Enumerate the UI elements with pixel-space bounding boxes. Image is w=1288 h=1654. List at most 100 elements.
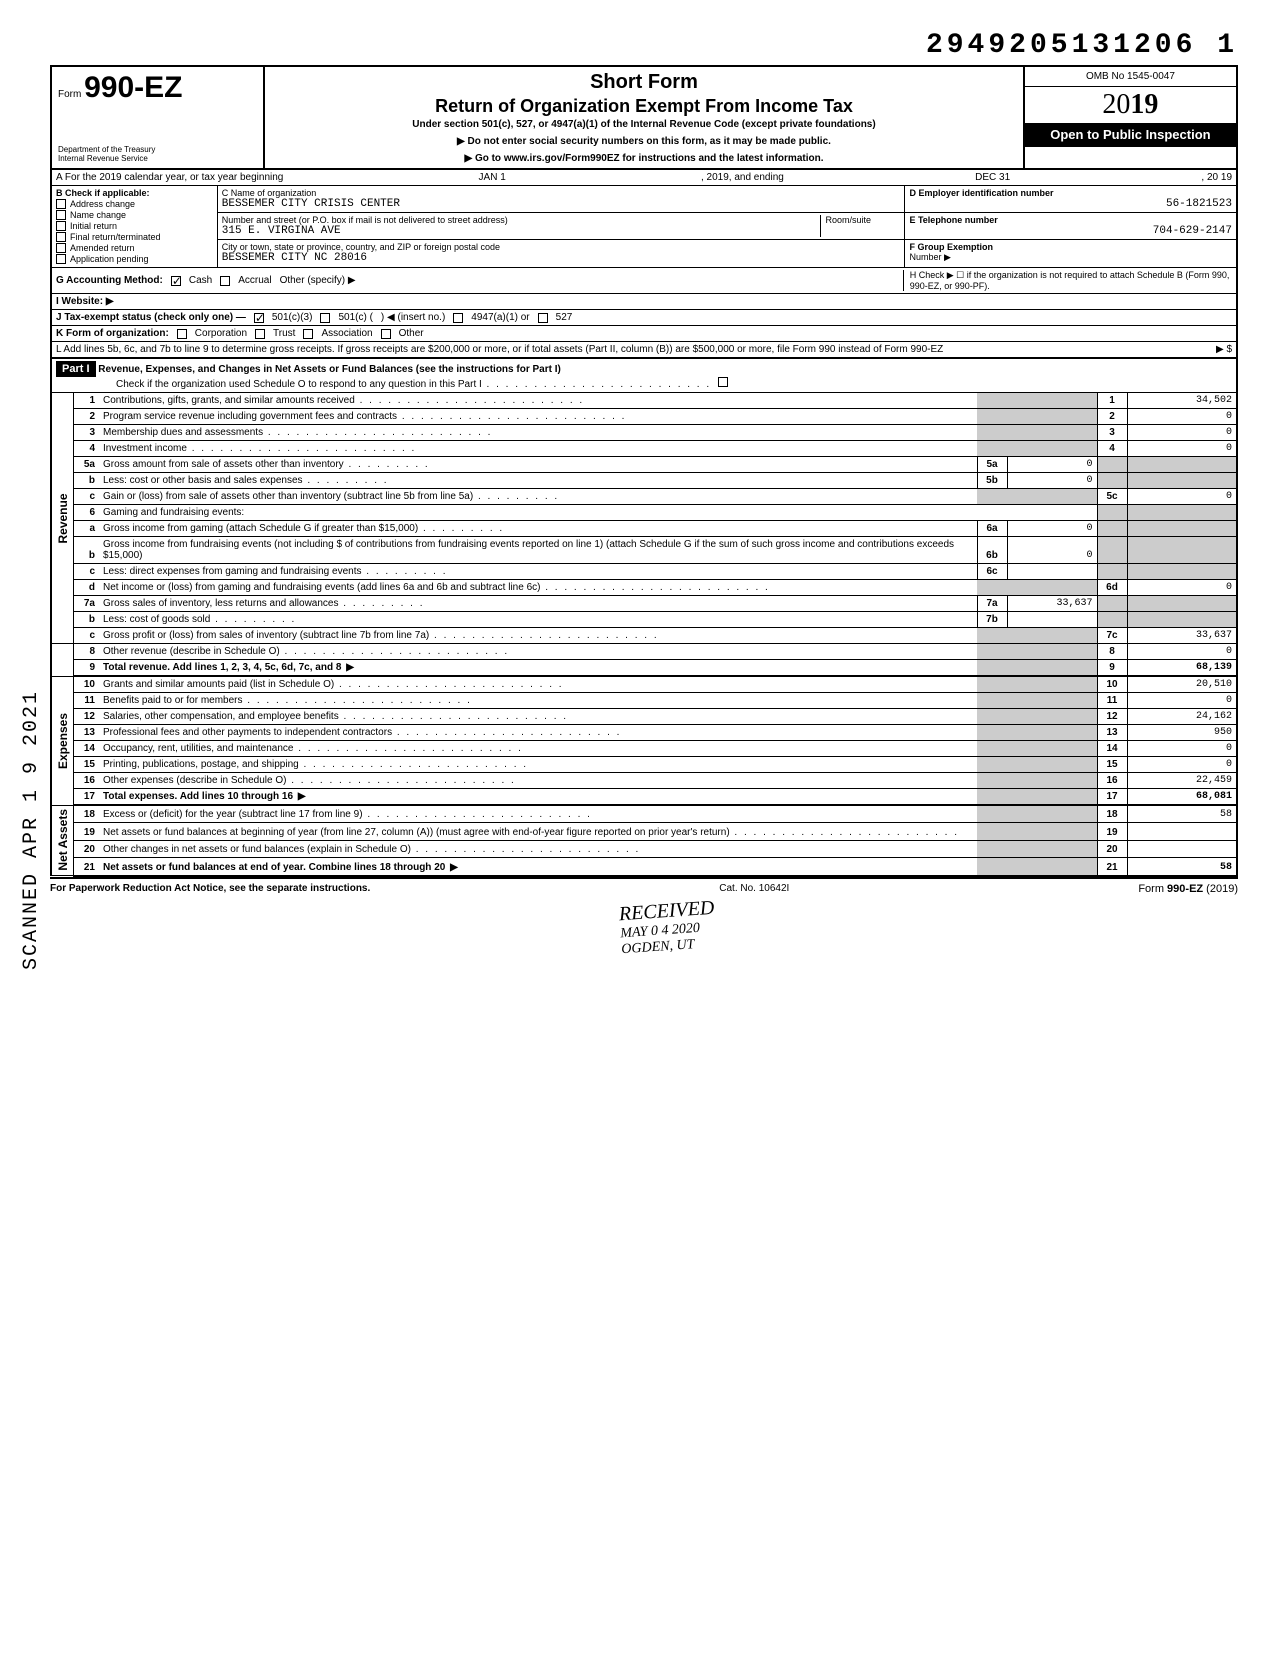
- line-6a-sn: 6a: [977, 521, 1007, 537]
- chk-corp[interactable]: [177, 329, 187, 339]
- line-14-num: 14: [1097, 741, 1127, 757]
- line-a-prefix: A For the 2019 calendar year, or tax yea…: [56, 172, 283, 183]
- tax-year: 2019: [1025, 87, 1236, 123]
- line-8-num: 8: [1097, 644, 1127, 660]
- chk-initial-return[interactable]: Initial return: [56, 221, 213, 231]
- part1-label: Part I: [56, 361, 96, 377]
- chk-501c3[interactable]: [254, 313, 264, 323]
- line-3-desc: Membership dues and assessments: [99, 425, 977, 441]
- short-form-title: Short Form: [273, 71, 1015, 94]
- 501c-label: 501(c) (: [338, 312, 372, 323]
- tax-year-begin: JAN 1: [283, 172, 701, 183]
- return-title: Return of Organization Exempt From Incom…: [273, 96, 1015, 117]
- chk-amended-return[interactable]: Amended return: [56, 243, 213, 253]
- chk-other-org[interactable]: [381, 329, 391, 339]
- footer: For Paperwork Reduction Act Notice, see …: [50, 877, 1238, 899]
- line-18-num: 18: [1097, 805, 1127, 823]
- line-17-desc: Total expenses. Add lines 10 through 16: [99, 789, 977, 806]
- line-20-desc: Other changes in net assets or fund bala…: [99, 840, 977, 857]
- chk-schedule-o[interactable]: [718, 377, 728, 387]
- line-5a-sn: 5a: [977, 457, 1007, 473]
- line-a-suffix: , 20 19: [1201, 172, 1232, 183]
- line-15-desc: Printing, publications, postage, and shi…: [99, 757, 977, 773]
- chk-application-pending[interactable]: Application pending: [56, 254, 213, 264]
- under-section: Under section 501(c), 527, or 4947(a)(1)…: [273, 119, 1015, 130]
- line-8-desc: Other revenue (describe in Schedule O): [99, 644, 977, 660]
- line-5b-sn: 5b: [977, 473, 1007, 489]
- chk-address-change[interactable]: Address change: [56, 199, 213, 209]
- dept-irs: Internal Revenue Service: [58, 155, 257, 164]
- chk-label: Amended return: [70, 243, 135, 253]
- line-7a-sn: 7a: [977, 596, 1007, 612]
- line-16-val: 22,459: [1127, 773, 1237, 789]
- line-4-num: 4: [1097, 441, 1127, 457]
- line-5c-val: 0: [1127, 489, 1237, 505]
- form-header: Form 990-EZ Department of the Treasury I…: [50, 65, 1238, 170]
- chk-4947[interactable]: [453, 313, 463, 323]
- line-5b-sv: 0: [1007, 473, 1097, 489]
- line-6c-sv: [1007, 564, 1097, 580]
- part1-header: Part I Revenue, Expenses, and Changes in…: [50, 359, 1238, 393]
- 527-label: 527: [556, 312, 573, 323]
- footer-mid: Cat. No. 10642I: [719, 883, 789, 895]
- part1-check: Check if the organization used Schedule …: [116, 379, 711, 390]
- chk-label: Name change: [70, 210, 126, 220]
- org-info-block: B Check if applicable: Address change Na…: [50, 186, 1238, 268]
- line-a: A For the 2019 calendar year, or tax yea…: [50, 170, 1238, 186]
- chk-label: Application pending: [70, 254, 149, 264]
- chk-trust[interactable]: [255, 329, 265, 339]
- c-label: C Name of organization: [222, 188, 901, 198]
- chk-final-return[interactable]: Final return/terminated: [56, 232, 213, 242]
- line-10-desc: Grants and similar amounts paid (list in…: [99, 676, 977, 693]
- line-20-val: [1127, 840, 1237, 857]
- other-label: Other (specify) ▶: [280, 275, 356, 286]
- chk-501c[interactable]: [320, 313, 330, 323]
- chk-accrual[interactable]: [220, 276, 230, 286]
- chk-label: Initial return: [70, 221, 117, 231]
- line-4-desc: Investment income: [99, 441, 977, 457]
- line-3-num: 3: [1097, 425, 1127, 441]
- chk-527[interactable]: [538, 313, 548, 323]
- line-12-desc: Salaries, other compensation, and employ…: [99, 709, 977, 725]
- line-17-num: 17: [1097, 789, 1127, 806]
- insert-no: ) ◀ (insert no.): [381, 312, 445, 323]
- g-label: G Accounting Method:: [56, 275, 163, 286]
- line-6a-desc: Gross income from gaming (attach Schedul…: [99, 521, 977, 537]
- line-j: J Tax-exempt status (check only one) — 5…: [50, 310, 1238, 326]
- chk-assoc[interactable]: [303, 329, 313, 339]
- line-2-num: 2: [1097, 409, 1127, 425]
- f-label: F Group Exemption: [909, 242, 993, 252]
- line-5c-num: 5c: [1097, 489, 1127, 505]
- chk-cash[interactable]: [171, 276, 181, 286]
- line-14-val: 0: [1127, 741, 1237, 757]
- line-18-desc: Excess or (deficit) for the year (subtra…: [99, 805, 977, 823]
- line-14-desc: Occupancy, rent, utilities, and maintena…: [99, 741, 977, 757]
- line-8-val: 0: [1127, 644, 1237, 660]
- lines-table: Revenue 1Contributions, gifts, grants, a…: [50, 393, 1238, 877]
- org-street: 315 E. VIRGINA AVE: [222, 225, 821, 237]
- line-6c-sn: 6c: [977, 564, 1007, 580]
- i-label: I Website: ▶: [56, 296, 114, 307]
- line-21-desc: Net assets or fund balances at end of ye…: [99, 858, 977, 876]
- line-5a-sv: 0: [1007, 457, 1097, 473]
- line-13-desc: Professional fees and other payments to …: [99, 725, 977, 741]
- stamp-received: RECEIVED MAY 0 4 2020 OGDEN, UT: [618, 897, 717, 959]
- line-7b-desc: Less: cost of goods sold: [99, 612, 977, 628]
- section-expenses: Expenses: [51, 676, 73, 805]
- line-6-desc: Gaming and fundraising events:: [99, 505, 1097, 521]
- line-5b-desc: Less: cost or other basis and sales expe…: [99, 473, 977, 489]
- chk-name-change[interactable]: Name change: [56, 210, 213, 220]
- line-9-desc: Total revenue. Add lines 1, 2, 3, 4, 5c,…: [99, 660, 977, 677]
- line-6a-sv: 0: [1007, 521, 1097, 537]
- year-suffix: 19: [1130, 89, 1158, 120]
- assoc-label: Association: [321, 328, 372, 339]
- line-7a-desc: Gross sales of inventory, less returns a…: [99, 596, 977, 612]
- line-10-num: 10: [1097, 676, 1127, 693]
- org-name: BESSEMER CITY CRISIS CENTER: [222, 198, 901, 210]
- j-label: J Tax-exempt status (check only one) —: [56, 312, 246, 323]
- e-label: E Telephone number: [909, 215, 1232, 225]
- footer-left: For Paperwork Reduction Act Notice, see …: [50, 883, 370, 895]
- line-6b-sn: 6b: [977, 537, 1007, 564]
- line-1-num: 1: [1097, 393, 1127, 409]
- line-11-num: 11: [1097, 693, 1127, 709]
